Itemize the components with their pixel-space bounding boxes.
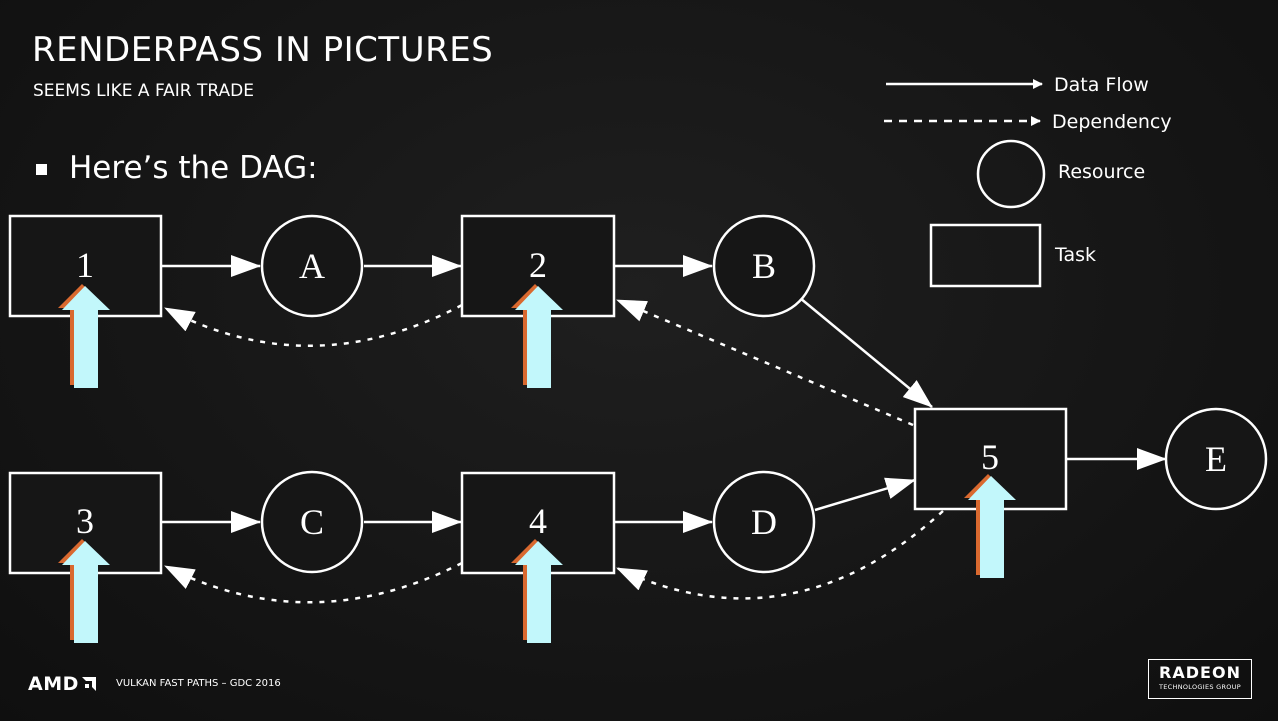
task-2-label: 2 [529, 245, 547, 285]
edge-B-to-5 [799, 297, 933, 408]
resource-nodes: A B C D E [260, 214, 1268, 574]
legend-task-box [929, 223, 1042, 288]
amd-logo-text: AMD [28, 673, 79, 695]
resource-A-label: A [299, 246, 325, 286]
legend-task-label: Task [1054, 244, 1096, 266]
slide-title: RENDERPASS IN PICTURES [32, 30, 494, 70]
legend: Data Flow Dependency Resource Task [884, 74, 1172, 288]
bullet-point: Here’s the DAG: [36, 150, 318, 186]
upload-arrows [58, 284, 1016, 643]
radeon-logo-main: RADEON [1159, 663, 1241, 682]
up-arrow-task-5 [964, 474, 1016, 578]
resource-C-circle [260, 470, 364, 574]
up-arrow-task-3 [58, 539, 110, 643]
dep-2-to-1 [164, 303, 463, 347]
amd-logo: AMD [28, 673, 97, 695]
dep-5-to-4 [616, 510, 944, 600]
task-4-label: 4 [529, 501, 547, 541]
radeon-logo-sub: TECHNOLOGIES GROUP [1159, 683, 1241, 691]
legend-dependency-label: Dependency [1052, 111, 1172, 133]
resource-E-circle [1164, 407, 1268, 511]
resource-B-label: B [752, 246, 776, 286]
footer-event-text: VULKAN FAST PATHS – GDC 2016 [116, 678, 281, 689]
data-flow-edges [161, 255, 1167, 533]
task-1-label: 1 [76, 245, 94, 285]
slide-subtitle: SEEMS LIKE A FAIR TRADE [33, 81, 254, 101]
legend-resource-label: Resource [1058, 161, 1145, 183]
radeon-logo: RADEON TECHNOLOGIES GROUP [1148, 659, 1252, 699]
edge-D-to-5 [814, 477, 916, 512]
dependency-edges [164, 298, 944, 604]
resource-A-circle [260, 214, 364, 318]
task-5-label: 5 [981, 437, 999, 477]
up-arrow-task-4 [511, 539, 563, 643]
resource-E-label: E [1205, 439, 1227, 479]
task-3-label: 3 [76, 501, 94, 541]
dep-5-to-2 [616, 298, 914, 427]
legend-data-flow-label: Data Flow [1054, 74, 1149, 96]
resource-C-label: C [300, 502, 324, 542]
up-arrow-task-2 [511, 284, 563, 388]
bullet-square-icon [36, 163, 47, 175]
bullet-text: Here’s the DAG: [69, 150, 318, 186]
resource-D-circle [712, 470, 816, 574]
legend-resource-circle [976, 139, 1046, 209]
resource-D-label: D [751, 502, 777, 542]
task-nodes: 1 2 3 4 5 [8, 214, 1068, 575]
dep-4-to-3 [164, 561, 463, 604]
up-arrow-task-1 [58, 284, 110, 388]
resource-B-circle [712, 214, 816, 318]
amd-arrow-icon [81, 677, 96, 691]
